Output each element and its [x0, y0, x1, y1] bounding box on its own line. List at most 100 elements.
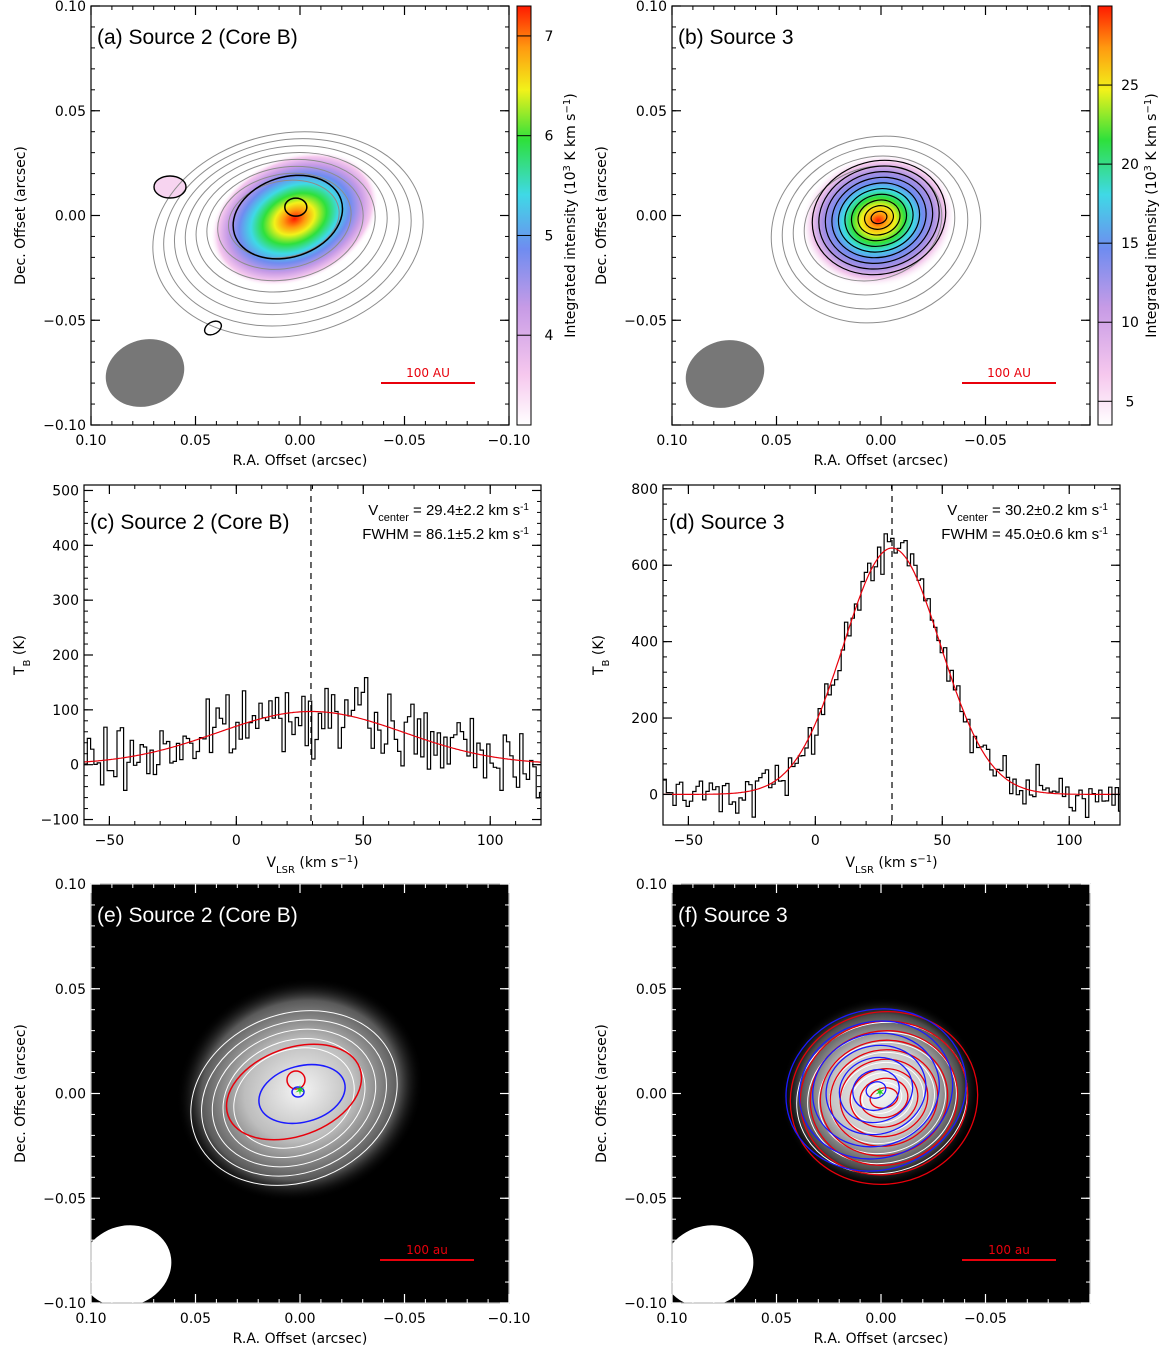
panel-f: ✶ 100 au 0.10 0.05 0.00 −0.05 −0.10 −0.05 0.00 0.… [594, 877, 1091, 1347]
contour-b-black [844, 188, 914, 247]
text-span: V [368, 502, 378, 519]
colorbar-label-b: Integrated intensity (103 K km s−1) [1143, 93, 1161, 337]
y-tick-label-e: 0.10 [55, 877, 86, 893]
colorbar-label-text: Integrated intensity (10 [563, 171, 579, 337]
y-tick-label-e: 0.05 [55, 982, 86, 998]
colorbar-label-sup: −1 [1143, 99, 1154, 114]
contour-a [227, 179, 340, 259]
y-axis-label-sub: B [22, 659, 33, 666]
panel-title-c: (c) Source 2 (Core B) [90, 511, 290, 534]
colorbar-a [516, 5, 532, 426]
contour-f-blue [812, 1032, 940, 1148]
x-axis-label-d: VLSR (km s−1) [845, 854, 937, 876]
scalebar-label-a: 100 AU [406, 366, 450, 380]
contour-e-white [190, 1010, 398, 1186]
x-tick-label-b: 0.00 [865, 433, 896, 449]
contour-f-red [809, 1030, 959, 1166]
contour-f-white [861, 1082, 903, 1114]
y-tick-label-c: 300 [52, 593, 79, 609]
fit-fwhm-sup: -1 [1099, 526, 1108, 537]
beam-ellipse-e [91, 1225, 172, 1303]
panel-title-f: (f) Source 3 [678, 904, 788, 927]
text-span: FWHM = 86.1±5.2 km s [362, 526, 520, 543]
contour-e-white [211, 1028, 377, 1168]
x-tick-label-e: −0.05 [383, 1311, 426, 1327]
text-span: T [591, 666, 607, 676]
contour-f-white [818, 1041, 946, 1155]
continuum-map-e [176, 978, 424, 1202]
contour-f-red [859, 1077, 909, 1119]
colorbar-label-a: Integrated intensity (103 K km s−1) [562, 93, 580, 337]
panel-title-e: (e) Source 2 (Core B) [97, 904, 298, 927]
y-tick-label-b: 0.10 [636, 0, 667, 15]
x-tick-label-c: 100 [477, 833, 504, 849]
contour-f-blue [825, 1044, 927, 1136]
text-span: ) [932, 855, 937, 871]
contour-b-black [850, 193, 908, 242]
y-tick-label-e: 0.00 [55, 1087, 86, 1103]
panel-c-plot [84, 485, 541, 825]
x-tick-label-d: 100 [1056, 833, 1083, 849]
fit-center-sup: -1 [520, 502, 529, 513]
colorbar-b [1097, 5, 1113, 426]
contour-f-red [829, 1049, 939, 1147]
colorbar-tick-label-a: 6 [545, 129, 554, 145]
contour-e-white [222, 1037, 366, 1159]
x-tick-label-e: −0.10 [488, 1311, 531, 1327]
contour-a [184, 151, 388, 304]
x-tick-label-b: 0.05 [761, 433, 792, 449]
x-tick-label-d: −50 [674, 833, 704, 849]
y-tick-label-f: 0.10 [636, 877, 667, 893]
colorbar-label-text: K km s [1144, 114, 1160, 166]
colorbar-label-text: ) [563, 93, 579, 98]
contour-f-blue [852, 1068, 900, 1112]
contour-a-black [232, 174, 344, 260]
fit-center-sup: -1 [1099, 502, 1108, 513]
x-tick-label-a: 0.10 [75, 433, 106, 449]
x-axis-label-sup: −1 [917, 854, 932, 865]
contour-a [152, 131, 424, 338]
gaussian-fit-d [663, 547, 1120, 795]
fit-fwhm-label-d: FWHM = 45.0±0.6 km s-1 [941, 526, 1108, 544]
contour-f-red [839, 1058, 929, 1138]
x-axis-label-f: R.A. Offset (arcsec) [814, 1331, 949, 1347]
x-tick-label-f: −0.05 [964, 1311, 1007, 1327]
colorbar-tick-label-a: 5 [545, 228, 554, 244]
beam-ellipse-a [105, 339, 185, 407]
text-span: (K) [591, 635, 607, 660]
fit-fwhm-sup: -1 [520, 526, 529, 537]
x-axis-label-c: VLSR (km s−1) [266, 854, 358, 876]
fit-center-sub: center [957, 512, 988, 524]
panel-a: 100 AU 0.10 0.05 0.00 −0.05 −0.10 −0.10 −0.05 0.… [13, 0, 579, 469]
spectrum-c [84, 677, 541, 799]
y-tick-label-b: −0.05 [624, 313, 667, 329]
text-span: = 29.4±2.2 km s [409, 502, 520, 519]
contour-b-black [837, 182, 921, 253]
x-tick-label-f: 0.10 [656, 1311, 687, 1327]
fit-center-sub: center [378, 512, 409, 524]
contour-b-black [811, 159, 947, 276]
contour-b [792, 155, 956, 296]
contour-b-black [824, 171, 934, 264]
contour-b-black [870, 210, 888, 225]
y-tick-label-d: 400 [631, 635, 658, 651]
contour-b [770, 135, 982, 324]
y-axis-label-a: Dec. Offset (arcsec) [13, 146, 29, 285]
text-span: T [12, 666, 28, 676]
text-span: V [266, 855, 276, 871]
y-tick-label-c: 500 [52, 483, 79, 499]
panel-title-a: (a) Source 2 (Core B) [97, 26, 298, 49]
colorbar-label-sup: 3 [562, 165, 573, 171]
y-axis-label-b: Dec. Offset (arcsec) [594, 146, 610, 285]
contour-e-white [233, 1047, 355, 1149]
text-span: FWHM = 45.0±0.6 km s [941, 526, 1099, 543]
spectrum-d [663, 533, 1120, 818]
contour-b-black [863, 205, 895, 230]
x-tick-label-e: 0.00 [284, 1311, 315, 1327]
x-tick-label-a: 0.05 [180, 433, 211, 449]
x-axis-label-b: R.A. Offset (arcsec) [814, 453, 949, 469]
text-span: = 30.2±0.2 km s [988, 502, 1099, 519]
x-tick-label-d: 50 [933, 833, 951, 849]
contour-a [206, 165, 364, 282]
